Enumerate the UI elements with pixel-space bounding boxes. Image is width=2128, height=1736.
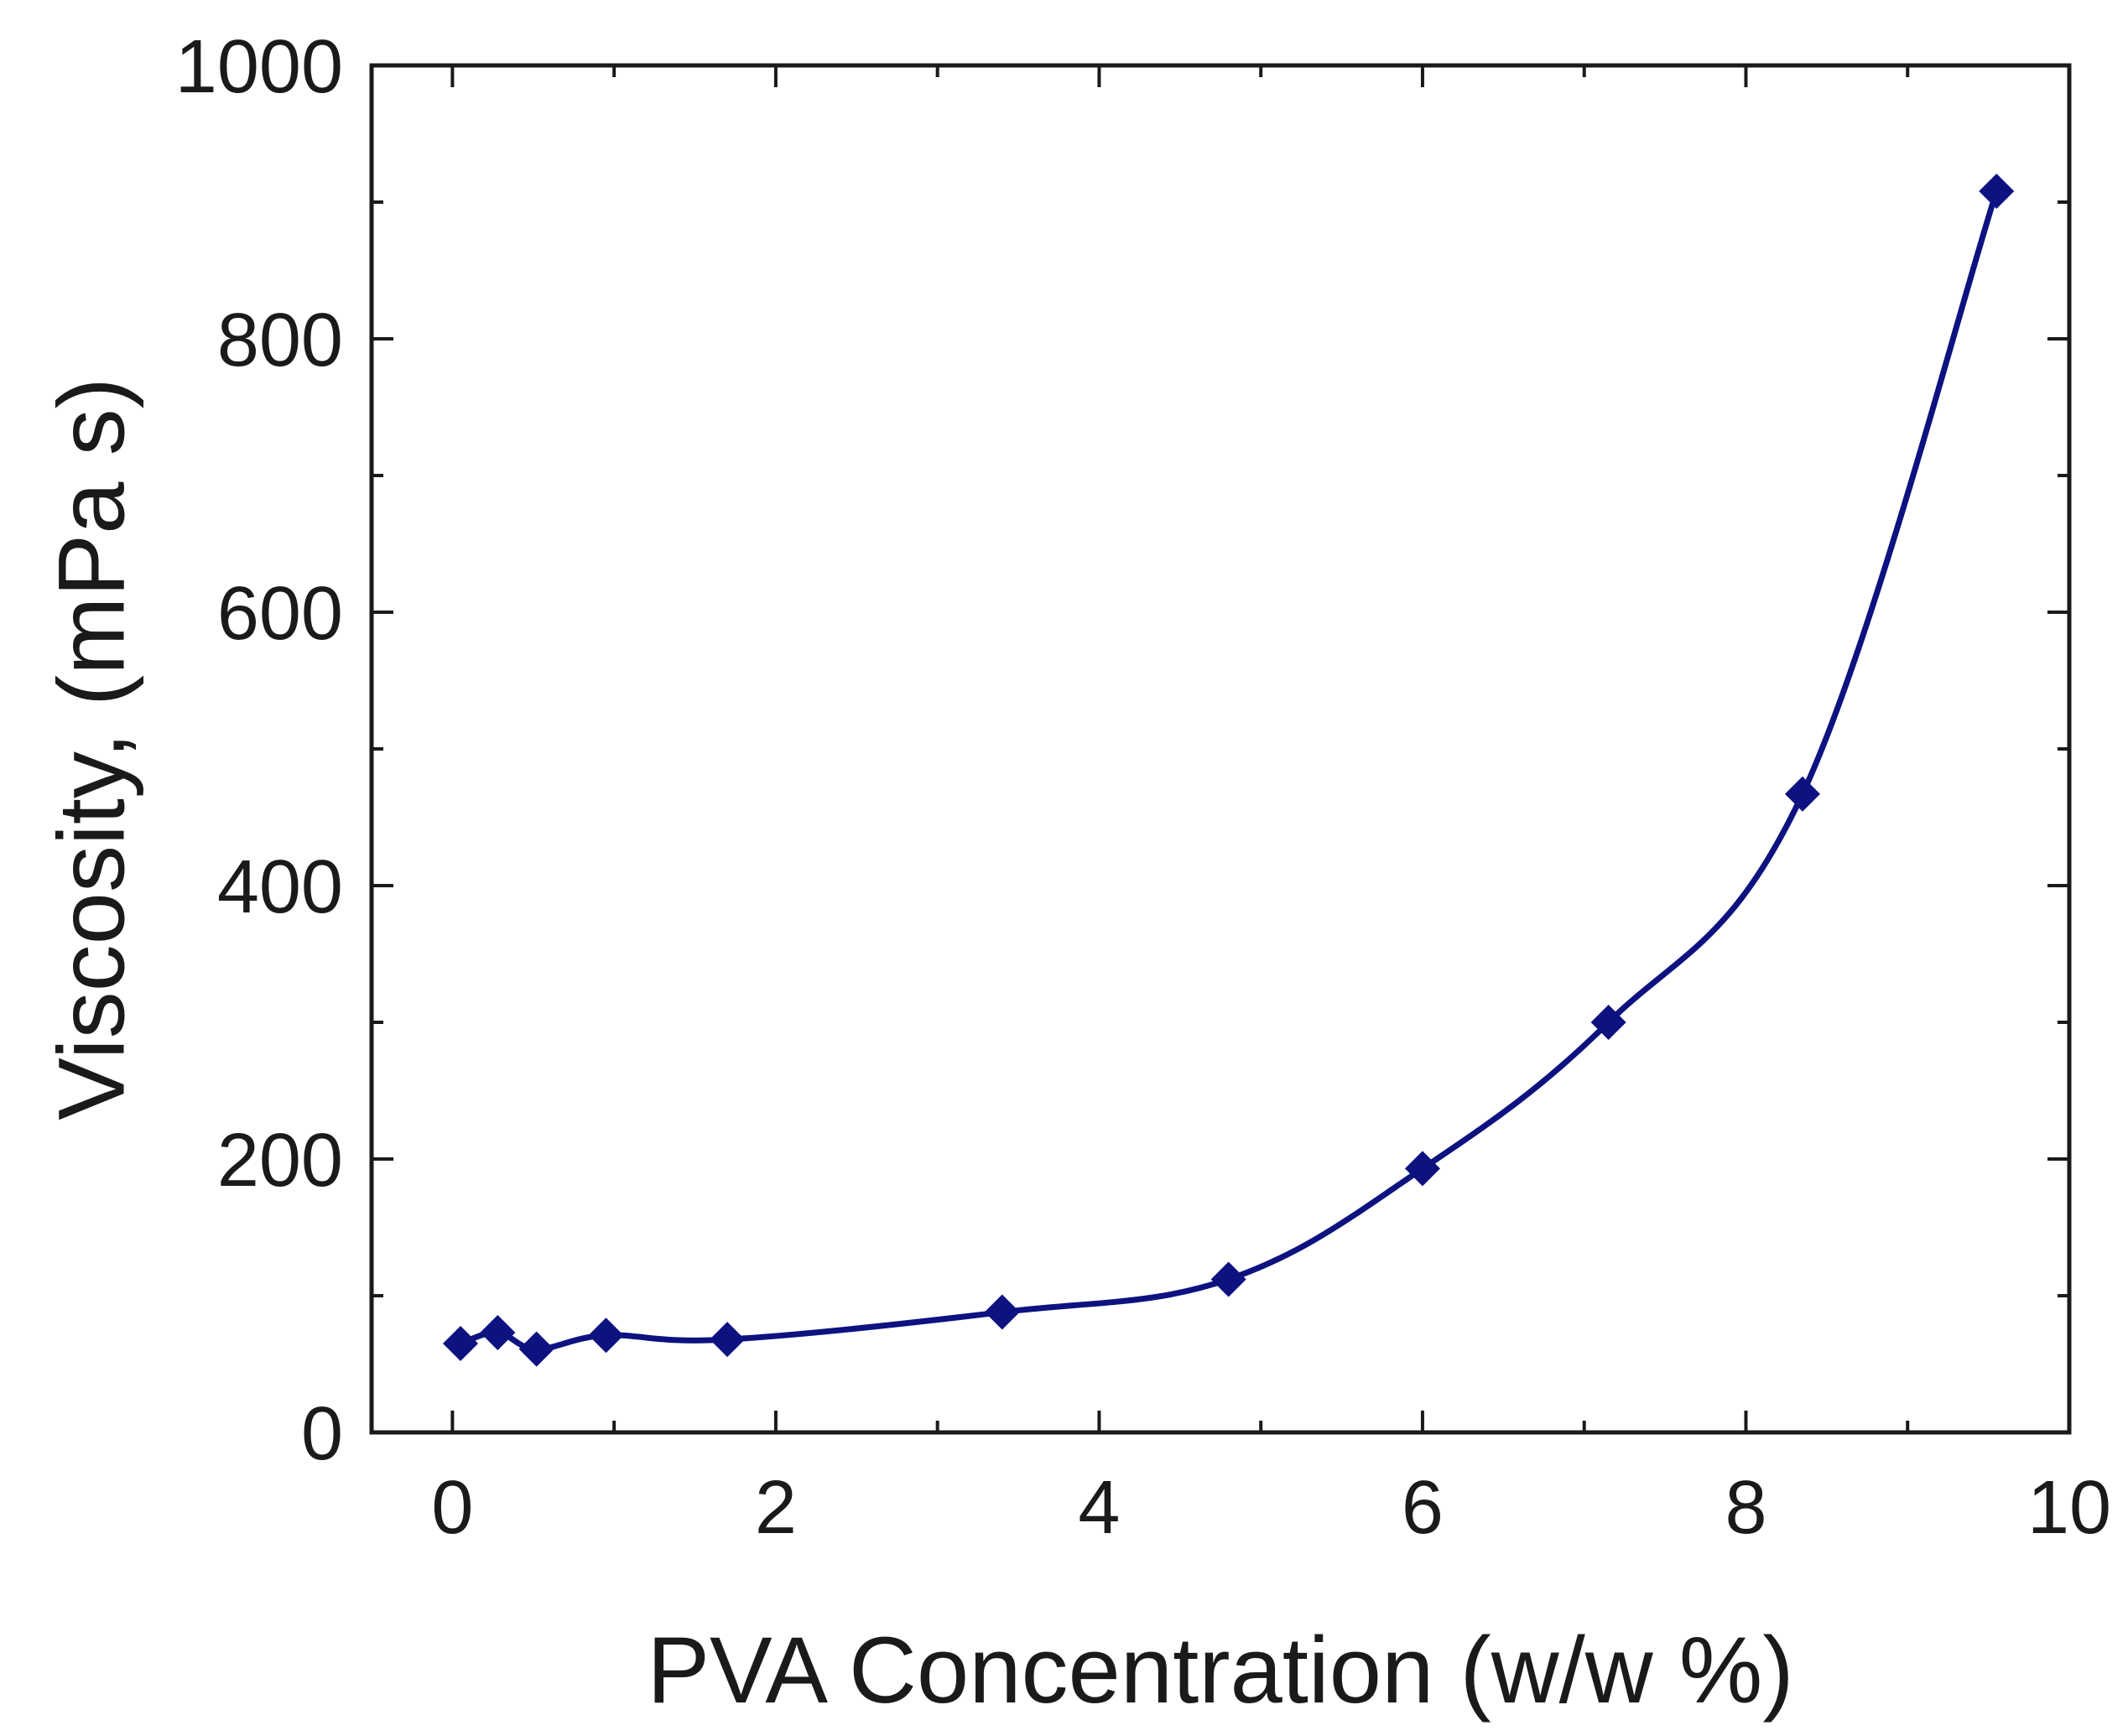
data-point-marker bbox=[480, 1315, 516, 1351]
y-tick-label: 200 bbox=[217, 1119, 343, 1203]
x-tick-label: 0 bbox=[431, 1466, 473, 1550]
data-point-marker bbox=[588, 1318, 624, 1354]
x-tick-label: 6 bbox=[1402, 1466, 1444, 1550]
y-tick-label: 600 bbox=[217, 572, 343, 656]
x-tick-label: 2 bbox=[755, 1466, 797, 1550]
y-tick-label: 0 bbox=[301, 1392, 343, 1476]
data-point-marker bbox=[1590, 1005, 1626, 1040]
x-axis-title: PVA Concentration (w/w %) bbox=[647, 1618, 1793, 1723]
data-point-marker bbox=[710, 1322, 746, 1358]
y-tick-label: 400 bbox=[217, 845, 343, 929]
y-tick-label: 800 bbox=[217, 299, 343, 382]
data-point-marker bbox=[443, 1326, 479, 1362]
axis-ticks bbox=[372, 64, 2071, 1434]
x-tick-label: 10 bbox=[2027, 1466, 2111, 1550]
data-point-marker bbox=[1404, 1151, 1440, 1187]
tick-labels: 0 2 4 6 8 10 0 200 400 600 800 1000 bbox=[175, 25, 2111, 1550]
data-points bbox=[443, 173, 2015, 1367]
plot-frame bbox=[369, 63, 2072, 1435]
data-point-marker bbox=[1210, 1261, 1246, 1297]
series-line bbox=[457, 188, 2000, 1353]
y-axis-title: Viscosity, (mPa s) bbox=[39, 377, 144, 1120]
data-point-marker bbox=[1979, 173, 2015, 209]
data-point-marker bbox=[1784, 776, 1820, 812]
x-tick-label: 8 bbox=[1725, 1466, 1766, 1550]
y-tick-label: 1000 bbox=[175, 25, 343, 109]
data-point-marker bbox=[984, 1294, 1020, 1330]
data-point-marker bbox=[518, 1331, 554, 1367]
x-tick-label: 4 bbox=[1078, 1466, 1120, 1550]
